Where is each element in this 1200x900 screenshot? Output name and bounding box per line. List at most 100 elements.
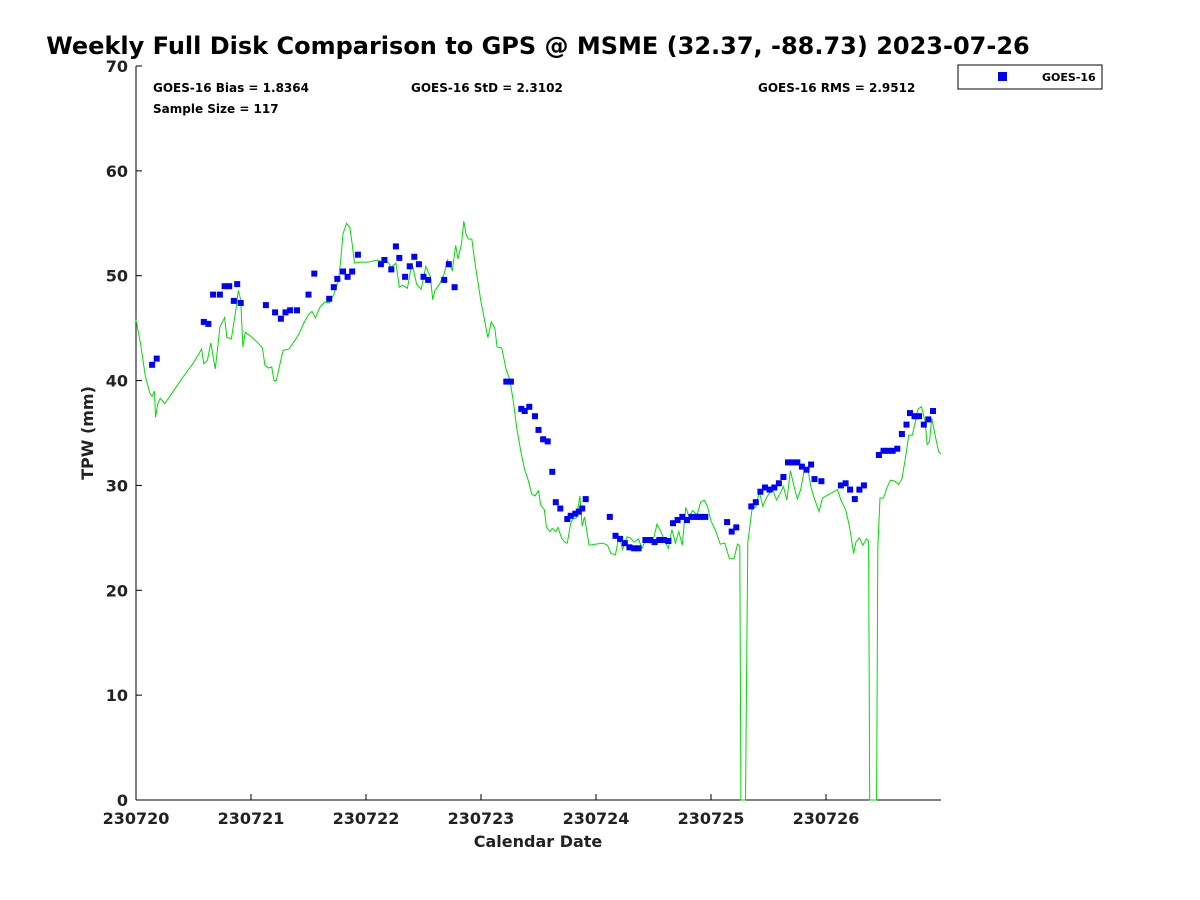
goes16-point xyxy=(344,273,351,280)
goes16-point xyxy=(851,496,858,503)
x-tick-label: 230726 xyxy=(793,809,860,828)
goes16-point xyxy=(200,318,207,325)
goes16-point xyxy=(441,276,448,283)
y-tick-label: 10 xyxy=(106,686,128,705)
goes16-point xyxy=(381,257,388,263)
goes16-point xyxy=(728,528,735,535)
goes16-point xyxy=(811,476,818,483)
goes16-point xyxy=(234,281,241,288)
goes16-point xyxy=(762,484,768,491)
goes16-point xyxy=(354,251,361,258)
goes16-point xyxy=(540,436,547,443)
goes16-point xyxy=(635,545,642,552)
goes16-point xyxy=(642,537,649,543)
goes16-point xyxy=(748,503,755,510)
goes16-point xyxy=(411,253,418,260)
goes16-point xyxy=(733,524,740,531)
goes16-point xyxy=(294,307,300,314)
gps-series xyxy=(135,221,942,801)
x-axis-label: Calendar Date xyxy=(474,832,603,851)
goes16-point xyxy=(582,496,589,503)
goes16-point xyxy=(221,283,228,290)
goes16-point xyxy=(149,361,156,368)
goes16-point xyxy=(311,270,318,277)
goes16-point xyxy=(621,540,628,547)
goes16-point xyxy=(847,486,854,493)
legend-box xyxy=(957,64,1103,90)
goes16-point xyxy=(885,447,892,454)
goes16-point xyxy=(282,309,289,316)
rms-stat: GOES-16 RMS = 2.9512 xyxy=(758,81,915,95)
y-tick-label: 30 xyxy=(106,476,128,495)
goes16-point xyxy=(526,403,533,410)
goes16-point xyxy=(894,445,901,452)
goes16-point xyxy=(557,505,564,512)
goes16-point xyxy=(226,283,233,290)
goes16-point xyxy=(277,315,284,322)
goes16-point xyxy=(451,284,458,291)
y-tick-label: 40 xyxy=(106,372,128,391)
goes16-point xyxy=(911,413,918,420)
goes16-point xyxy=(683,517,690,523)
goes16-point xyxy=(612,532,619,539)
goes16-point xyxy=(889,447,896,454)
goes16-point xyxy=(262,302,269,309)
goes16-point xyxy=(377,261,384,268)
goes16-point xyxy=(697,513,704,520)
goes16-point xyxy=(237,300,244,306)
goes16-point xyxy=(326,295,333,302)
goes16-point xyxy=(507,378,514,385)
chart-title: Weekly Full Disk Comparison to GPS @ MSM… xyxy=(46,32,1029,60)
goes16-point xyxy=(907,410,913,417)
y-tick-label: 60 xyxy=(106,162,128,181)
goes16-point xyxy=(392,243,399,250)
x-tick-label: 230721 xyxy=(218,809,285,828)
goes16-point xyxy=(818,478,825,485)
y-tick-label: 0 xyxy=(117,791,128,810)
y-axis-label: TPW (mm) xyxy=(78,386,97,480)
goes16-point xyxy=(842,480,849,487)
goes16-point xyxy=(631,545,637,552)
goes16-point xyxy=(230,297,237,304)
goes16-point xyxy=(903,421,910,428)
goes16-point xyxy=(402,273,409,280)
goes16-point xyxy=(794,459,801,466)
goes16-point xyxy=(837,482,844,489)
goes16-point xyxy=(564,516,571,522)
goes16-point xyxy=(572,510,579,517)
std-stat: GOES-16 StD = 2.3102 xyxy=(411,81,563,95)
sample-size-stat: Sample Size = 117 xyxy=(153,102,279,116)
goes16-point xyxy=(775,480,782,487)
goes16-point xyxy=(916,413,923,420)
legend-label: GOES-16 xyxy=(1042,71,1096,84)
goes16-point xyxy=(518,405,525,412)
goes16-point xyxy=(272,309,279,316)
x-tick-label: 230724 xyxy=(563,809,630,828)
goes16-point xyxy=(544,438,551,445)
goes16-point xyxy=(216,291,223,298)
goes16-point xyxy=(575,508,582,515)
goes16-point xyxy=(656,537,663,543)
goes16-point xyxy=(670,520,676,527)
goes16-point xyxy=(606,513,613,520)
y-axis-ticks: 0 10 20 30 40 50 60 70 xyxy=(106,57,142,810)
y-tick-label: 20 xyxy=(106,581,128,600)
goes16-point xyxy=(930,408,936,414)
goes16-point xyxy=(567,512,574,519)
goes16-point xyxy=(330,284,337,291)
goes16-point xyxy=(880,447,887,454)
goes16-point xyxy=(752,499,759,506)
goes16-point xyxy=(549,468,556,475)
goes16-point xyxy=(503,378,510,385)
goes16-point xyxy=(334,275,341,282)
goes16-point xyxy=(808,461,815,468)
legend: GOES-16 xyxy=(957,64,1103,90)
goes16-point xyxy=(210,291,217,298)
goes16-point xyxy=(406,263,413,270)
x-tick-label: 230725 xyxy=(678,809,745,828)
goes16-point xyxy=(579,505,586,512)
goes16-point xyxy=(660,537,667,543)
goes16-point xyxy=(679,513,686,520)
legend-marker-square xyxy=(998,72,1007,81)
